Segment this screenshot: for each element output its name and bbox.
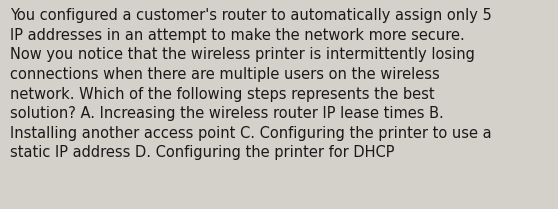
Text: You configured a customer's router to automatically assign only 5
IP addresses i: You configured a customer's router to au… — [10, 8, 492, 160]
